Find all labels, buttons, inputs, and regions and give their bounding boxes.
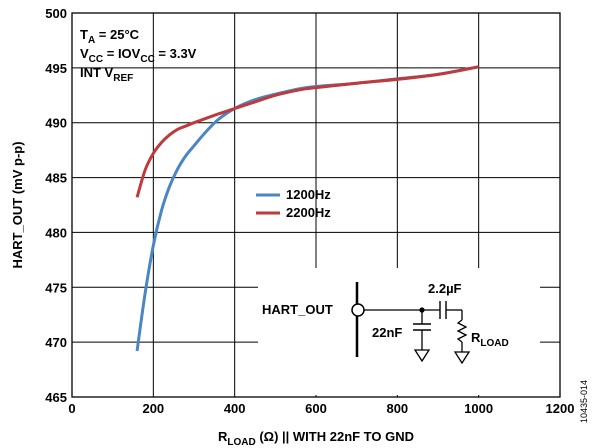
x-tick-label: 1200 [546, 401, 575, 416]
y-tick-label: 480 [45, 225, 67, 240]
plot-frame [71, 12, 561, 398]
series-line-2200hz [135, 65, 479, 198]
x-tick-label: 200 [142, 401, 164, 416]
load-resistor-label: RLOAD [471, 330, 509, 349]
y-tick-label: 470 [45, 335, 67, 350]
circuit-output-node [351, 303, 365, 317]
condition-vcc: VCC = IOVCC = 3.3V [80, 46, 197, 65]
load-resistor [456, 319, 468, 343]
condition-ta: TA = 25°C [80, 27, 140, 46]
y-tick-label: 465 [45, 390, 67, 405]
y-tick-label: 490 [45, 116, 67, 131]
y-tick-label: 485 [45, 171, 67, 186]
series-cap-label: 2.2µF [428, 281, 462, 296]
x-tick-label: 800 [386, 401, 408, 416]
figure-id: 10435-014 [579, 380, 589, 423]
x-axis-title: RLOAD (Ω) || WITH 22nF TO GND [218, 429, 414, 448]
legend-label-1200hz: 1200Hz [286, 187, 331, 202]
circuit-inset: HART_OUT 2.2µF RLOAD 22nF [258, 268, 540, 395]
ground-icon-cap [413, 349, 431, 363]
shunt-cap-label: 22nF [372, 325, 402, 340]
y-axis-title: HART_OUT (mV p-p) [10, 141, 25, 268]
legend: 1200Hz 2200Hz [256, 187, 331, 220]
ground-icon-load [453, 351, 471, 365]
y-tick-label: 495 [45, 61, 67, 76]
x-tick-label: 600 [305, 401, 327, 416]
series-lines [135, 65, 479, 352]
condition-vref: INT VREF [80, 65, 133, 84]
x-tick-label: 400 [224, 401, 246, 416]
y-tick-label: 500 [45, 6, 67, 21]
y-tick-label: 475 [45, 280, 67, 295]
x-tick-label: 0 [68, 401, 75, 416]
legend-label-2200hz: 2200Hz [286, 205, 331, 220]
x-tick-label: 1000 [464, 401, 493, 416]
circuit-background [258, 268, 540, 395]
circuit-node-label: HART_OUT [262, 302, 333, 317]
y-tick-labels: 465 470 475 480 485 490 495 500 [45, 6, 67, 405]
x-tick-labels: 0 200 400 600 800 1000 1200 [68, 401, 574, 416]
